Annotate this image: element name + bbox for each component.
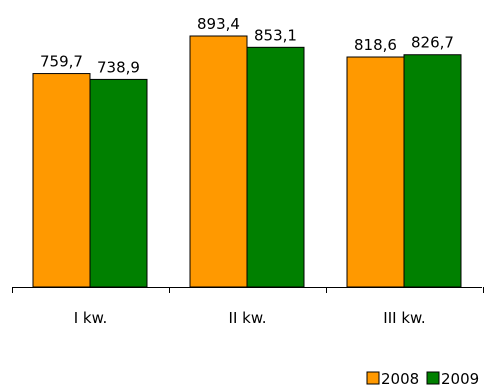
- bar-2009-1: [89, 78, 148, 288]
- bar-2008-1: [32, 73, 91, 288]
- bars-layer: [32, 35, 462, 288]
- x-axis: I kw. II kw. III kw.: [12, 287, 484, 327]
- x-tick-label: II kw.: [229, 309, 267, 327]
- x-tick-label: I kw.: [74, 309, 108, 327]
- legend-label-2008: 2008: [381, 370, 419, 387]
- data-label-2009-1: 738,9: [97, 58, 140, 76]
- bar-2008-3: [346, 56, 405, 288]
- data-labels: 759,7 738,9 893,4 853,1 818,6 826,7: [40, 15, 454, 76]
- data-label-2008-2: 893,4: [197, 15, 240, 33]
- data-label-2009-3: 826,7: [411, 34, 454, 52]
- bar-2008-2: [189, 35, 248, 288]
- bar-2009-3: [403, 54, 462, 288]
- data-label-2009-2: 853,1: [254, 26, 297, 44]
- x-tick-label: III kw.: [383, 309, 425, 327]
- bar-2009-2: [246, 46, 305, 288]
- legend-swatch-2008: [366, 371, 380, 385]
- data-label-2008-1: 759,7: [40, 53, 83, 71]
- legend-swatch-2009: [426, 371, 440, 385]
- data-label-2008-3: 818,6: [354, 36, 397, 54]
- legend: 2008 2009: [366, 370, 479, 387]
- legend-label-2009: 2009: [441, 370, 479, 387]
